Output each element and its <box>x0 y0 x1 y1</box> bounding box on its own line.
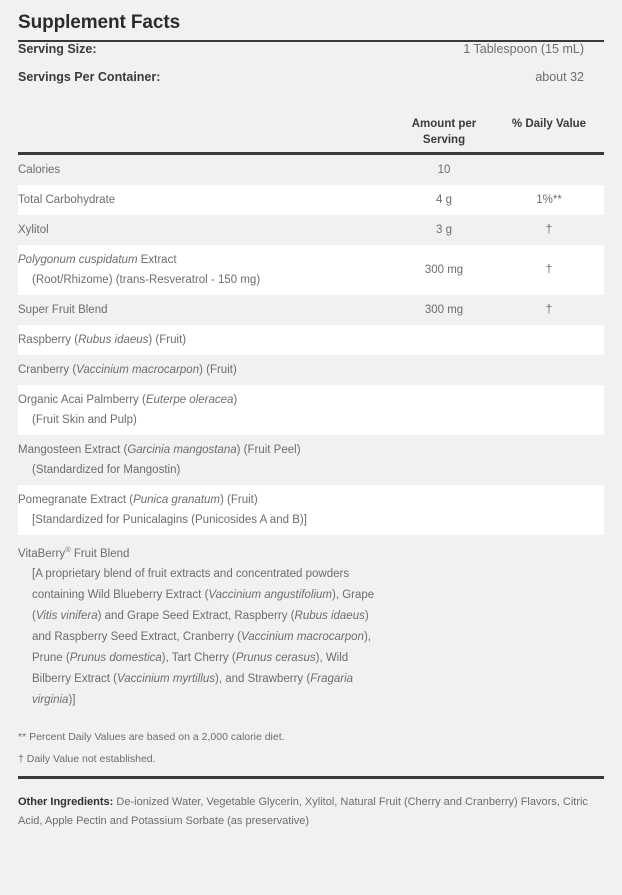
nutrient-name: Cranberry (Vaccinium macrocarpon) (Fruit… <box>18 364 237 376</box>
nutrient-name: Mangosteen Extract (Garcinia mangostana)… <box>18 435 394 485</box>
other-ingredients-label: Other Ingredients: <box>18 795 114 808</box>
nutrient-name: Xylitol <box>18 224 49 236</box>
nutrient-daily-value: † <box>545 264 553 276</box>
table-row: Organic Acai Palmberry (Euterpe oleracea… <box>18 385 604 435</box>
nutrient-name: Polygonum cuspidatum Extract (Root/Rhizo… <box>18 245 394 295</box>
nutrient-name: Pomegranate Extract (Punica granatum) (F… <box>18 485 394 535</box>
nutrient-rows: Calories 10 Total Carbohydrate 4 g 1%** … <box>18 155 604 716</box>
column-header-amount-per-serving: Amount per Serving <box>394 116 494 152</box>
servings-per-container-row: Servings Per Container: about 32 <box>0 70 622 98</box>
footnote-daily-value-not-established: † Daily Value not established. <box>18 752 156 765</box>
table-row: Xylitol 3 g † <box>18 215 604 245</box>
nutrient-name: Organic Acai Palmberry (Euterpe oleracea… <box>18 385 394 435</box>
nutrient-name-line2: (Root/Rhizome) (trans-Resveratrol - 150 … <box>32 274 261 286</box>
nutrient-blend-description: [A proprietary blend of fruit extracts a… <box>32 567 375 706</box>
table-row: Raspberry (Rubus idaeus) (Fruit) <box>18 325 604 355</box>
nutrient-daily-value: 1%** <box>536 194 562 206</box>
nutrient-daily-value: † <box>545 224 553 236</box>
column-headers: Amount per Serving % Daily Value <box>0 98 622 152</box>
table-row: Mangosteen Extract (Garcinia mangostana)… <box>18 435 604 485</box>
nutrient-name: Super Fruit Blend <box>18 304 108 316</box>
nutrient-name: Raspberry (Rubus idaeus) (Fruit) <box>18 334 187 346</box>
nutrient-name-line2: (Fruit Skin and Pulp) <box>32 414 137 426</box>
serving-size-row: Serving Size: 1 Tablespoon (15 mL) <box>0 42 622 70</box>
nutrient-name-line2: (Standardized for Mangostin) <box>32 464 181 476</box>
column-header-daily-value: % Daily Value <box>511 118 587 130</box>
nutrient-amount: 300 mg <box>424 264 464 276</box>
serving-size-label: Serving Size: <box>18 42 97 56</box>
table-row: Polygonum cuspidatum Extract (Root/Rhizo… <box>18 245 604 295</box>
table-row: Pomegranate Extract (Punica granatum) (F… <box>18 485 604 535</box>
footnotes: ** Percent Daily Values are based on a 2… <box>18 716 604 770</box>
footnotes-divider <box>18 775 604 779</box>
nutrient-name: Total Carbohydrate <box>18 194 116 206</box>
nutrient-name-line1: Pomegranate Extract (Punica granatum) (F… <box>18 494 258 506</box>
nutrient-name-line1: Mangosteen Extract (Garcinia mangostana)… <box>18 444 301 456</box>
footnote-percent-daily-value: ** Percent Daily Values are based on a 2… <box>18 730 285 743</box>
servings-per-container-label: Servings Per Container: <box>18 70 161 84</box>
table-row: Cranberry (Vaccinium macrocarpon) (Fruit… <box>18 355 604 385</box>
nutrient-name-line2: [Standardized for Punicalagins (Punicosi… <box>32 514 307 526</box>
servings-per-container-value: about 32 <box>535 70 584 84</box>
nutrient-name-line1: VitaBerry® Fruit Blend <box>18 545 130 560</box>
nutrient-amount: 10 <box>437 164 451 176</box>
nutrient-daily-value: † <box>545 304 553 316</box>
nutrient-name-line1: Organic Acai Palmberry (Euterpe oleracea… <box>18 394 238 406</box>
nutrient-name-line1: Polygonum cuspidatum Extract <box>18 254 177 266</box>
table-row: VitaBerry® Fruit Blend [A proprietary bl… <box>18 535 604 716</box>
header-divider <box>18 152 604 155</box>
serving-size-value: 1 Tablespoon (15 mL) <box>463 42 584 56</box>
other-ingredients-text: De-ionized Water, Vegetable Glycerin, Xy… <box>18 795 588 827</box>
amount-header-line2: Serving <box>422 134 466 146</box>
nutrient-name: VitaBerry® Fruit Blend [A proprietary bl… <box>18 535 394 716</box>
table-row: Super Fruit Blend 300 mg † <box>18 295 604 325</box>
other-ingredients: Other Ingredients: De-ionized Water, Veg… <box>18 779 604 831</box>
table-row: Total Carbohydrate 4 g 1%** <box>18 185 604 215</box>
title-divider <box>18 40 604 42</box>
table-row: Calories 10 <box>18 155 604 185</box>
nutrient-amount: 300 mg <box>424 304 464 316</box>
page-title: Supplement Facts <box>18 12 181 33</box>
nutrient-amount: 3 g <box>436 224 452 236</box>
nutrient-name: Calories <box>18 164 61 176</box>
amount-header-line1: Amount per <box>411 118 477 130</box>
nutrient-amount: 4 g <box>436 194 452 206</box>
